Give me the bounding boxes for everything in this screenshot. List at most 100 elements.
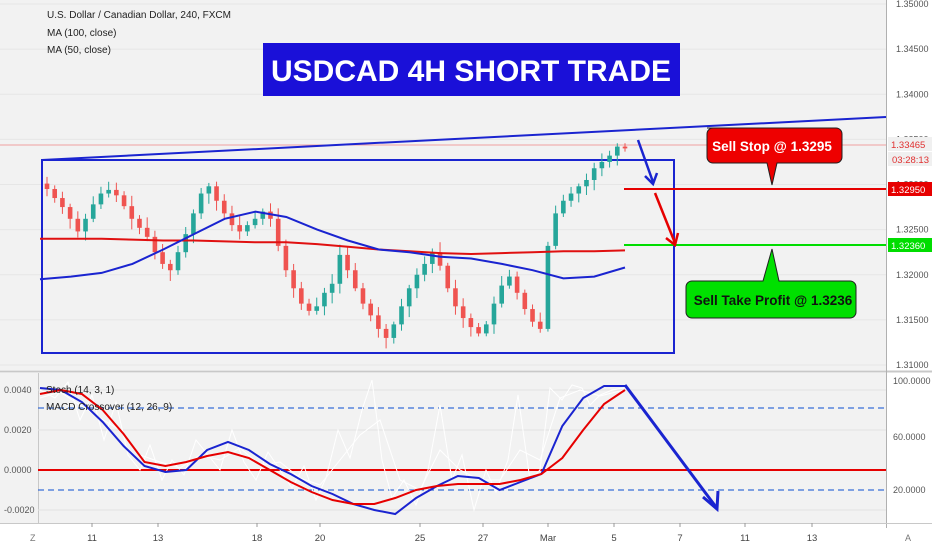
time-tick-label: Mar <box>540 533 556 544</box>
trend-line <box>41 116 887 161</box>
price-tick-label: 1.32500 <box>896 225 929 235</box>
candle-body <box>183 234 189 253</box>
stop-level-tag <box>888 182 932 196</box>
candle-body <box>237 225 242 232</box>
target-arrow-head <box>665 232 680 248</box>
candle-body <box>352 270 358 289</box>
candle-body <box>591 168 597 180</box>
candle-body <box>121 195 127 207</box>
time-tick-label: 20 <box>315 533 326 544</box>
candle-body <box>622 146 628 149</box>
candle-body <box>553 213 558 246</box>
candle-body <box>391 324 397 338</box>
time-tick-label: 5 <box>611 533 616 544</box>
sell-stop-text: Sell Stop @ 1.3295 <box>712 139 832 154</box>
candle-body <box>345 254 350 271</box>
tp-level-label: 1.32360 <box>891 241 925 252</box>
candle-body <box>137 218 142 228</box>
candle-body <box>476 327 481 334</box>
countdown-label: 03:28:13 <box>892 155 929 166</box>
indicator-drop-arrow <box>623 384 718 508</box>
candle-body <box>491 303 497 325</box>
candle-body <box>90 204 96 219</box>
range-box <box>41 159 675 354</box>
candle-body <box>422 263 427 275</box>
candle-body <box>399 306 404 325</box>
candle-body <box>530 309 535 322</box>
candle-body <box>52 189 58 199</box>
candle-body <box>360 288 366 304</box>
candle-body <box>453 288 458 307</box>
target-arrow <box>653 192 677 244</box>
time-tick-label: 13 <box>153 533 164 544</box>
candle-body <box>568 193 574 201</box>
candle-body <box>576 186 582 194</box>
macd-legend: MACD Crossover (12, 26, 9) <box>46 402 172 413</box>
candle-body <box>114 189 119 196</box>
candle-body <box>545 245 551 329</box>
candle-body <box>607 155 612 162</box>
indicator-right-axis: 100.0000 60.0000 20.0000 <box>893 376 931 495</box>
candle-body <box>245 225 250 232</box>
candle-body <box>414 274 420 289</box>
candle-body <box>168 263 173 271</box>
candle-body <box>514 276 520 293</box>
candle-body <box>437 252 443 266</box>
sell-stop-callout: Sell Stop @ 1.3295 <box>706 127 843 186</box>
price-tick-label: 1.31000 <box>896 360 929 370</box>
price-tick-label: 1.34500 <box>896 44 929 54</box>
candle-body <box>67 207 73 219</box>
candle-body <box>468 318 474 328</box>
time-axis: 11 13 18 20 25 27 Mar 5 7 11 13 <box>87 523 817 544</box>
indicator-drop-arrow-head <box>702 490 720 513</box>
stop-level-label: 1.32950 <box>891 185 925 196</box>
candle-body <box>599 161 605 169</box>
countdown-tag <box>888 152 932 166</box>
price-tick-label: 1.34000 <box>896 89 929 99</box>
take-profit-text: Sell Take Profit @ 1.3236 <box>694 293 853 308</box>
candle-body <box>60 198 65 208</box>
macd-tick-label: 0.0020 <box>4 425 32 435</box>
candle-body <box>430 252 435 264</box>
candle-body <box>252 218 258 226</box>
price-tick-label: 1.31500 <box>896 315 929 325</box>
time-tick-label: 27 <box>478 533 489 544</box>
candle-body <box>406 288 412 307</box>
candle-body <box>445 265 451 289</box>
price-tick-label: 1.35000 <box>896 0 929 9</box>
tp-level-tag <box>888 238 932 252</box>
candle-body <box>561 200 566 214</box>
indicator-left-axis: 0.0040 0.0020 0.0000 -0.0020 <box>4 385 35 515</box>
ma50-line <box>39 210 626 281</box>
candle-body <box>198 193 204 214</box>
candle-body <box>191 213 196 235</box>
candle-body <box>83 218 88 232</box>
candle-body <box>98 193 104 205</box>
candle-body <box>44 183 50 190</box>
candle-body <box>337 254 343 284</box>
candle-body <box>368 303 373 316</box>
take-profit-callout: Sell Take Profit @ 1.3236 <box>685 248 857 319</box>
time-tick-label: 25 <box>415 533 426 544</box>
candle-body <box>314 306 320 311</box>
candle-body <box>221 200 227 214</box>
candle-body <box>229 213 235 226</box>
time-axis-right-glyph: A <box>905 533 911 543</box>
time-tick-label: 11 <box>87 533 97 544</box>
current-price-label: 1.33465 <box>891 140 925 151</box>
candle-body <box>152 236 158 253</box>
indicator-pane[interactable] <box>0 373 886 523</box>
time-axis-left-glyph: Z <box>30 533 36 543</box>
drop-arrow-head <box>644 172 659 187</box>
time-tick-label: 18 <box>252 533 263 544</box>
candle-body <box>614 146 620 156</box>
candle-body <box>283 245 289 271</box>
time-tick-label: 11 <box>740 533 750 544</box>
macd-tick-label: -0.0020 <box>4 505 35 515</box>
candle-body <box>299 288 304 304</box>
candle-body <box>460 306 466 319</box>
candle-body <box>499 285 504 304</box>
stoch-legend: Stoch (14, 3, 1) <box>46 385 114 396</box>
macd-tick-label: 0.0040 <box>4 385 32 395</box>
